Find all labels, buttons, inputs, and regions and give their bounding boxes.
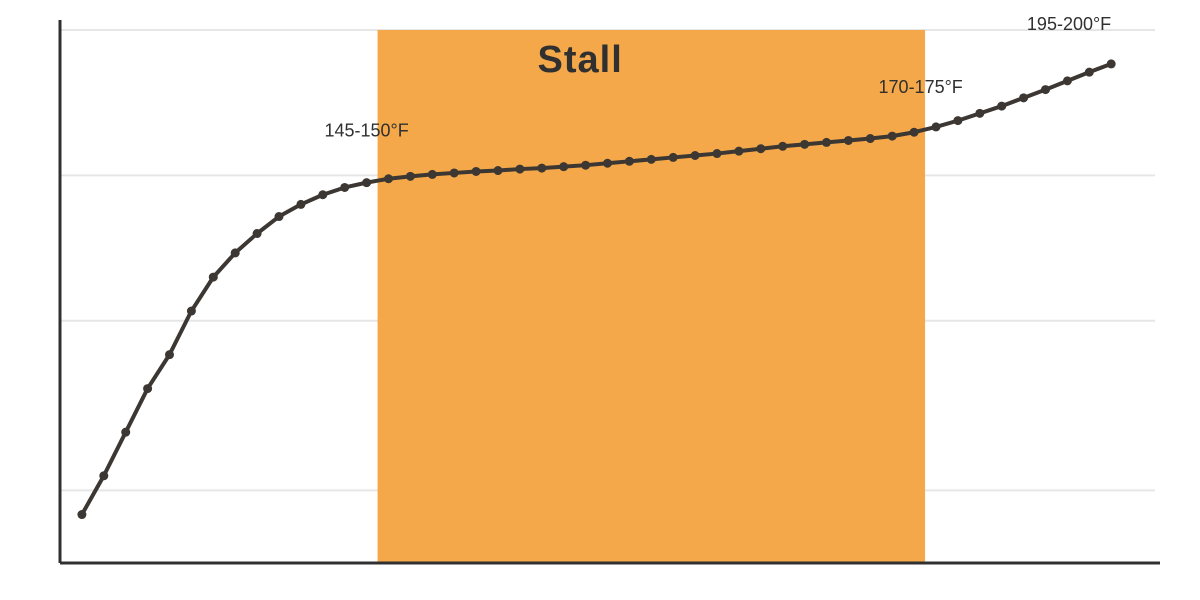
data-point <box>231 248 240 257</box>
data-point <box>756 144 765 153</box>
chart-svg: Stall 145-150°F 170-175°F 195-200°F <box>0 0 1200 600</box>
chart-title: Stall <box>538 39 623 81</box>
data-point <box>296 200 305 209</box>
data-point <box>450 168 459 177</box>
data-point <box>253 229 262 238</box>
data-point <box>209 273 218 282</box>
temperature-annotation: 145-150°F <box>324 121 408 141</box>
data-point <box>428 170 437 179</box>
data-point <box>537 164 546 173</box>
data-point <box>143 384 152 393</box>
data-point <box>713 149 722 158</box>
data-point <box>340 183 349 192</box>
data-point <box>1063 76 1072 85</box>
data-point <box>603 159 612 168</box>
data-point <box>515 165 524 174</box>
data-point <box>778 142 787 151</box>
data-point <box>822 138 831 147</box>
data-point <box>406 172 415 181</box>
temperature-annotation: 170-175°F <box>879 77 963 97</box>
data-point <box>1085 68 1094 77</box>
data-point <box>165 350 174 359</box>
data-point <box>647 155 656 164</box>
data-point <box>910 128 919 137</box>
stall-chart: Stall 145-150°F 170-175°F 195-200°F <box>0 0 1200 600</box>
data-point <box>669 153 678 162</box>
data-point <box>625 157 634 166</box>
data-point <box>559 162 568 171</box>
data-point <box>1041 85 1050 94</box>
temperature-annotation: 195-200°F <box>1027 14 1111 34</box>
data-point <box>866 134 875 143</box>
data-point <box>472 167 481 176</box>
data-point <box>997 102 1006 111</box>
stall-band <box>378 30 926 563</box>
data-point <box>275 212 284 221</box>
data-point <box>384 174 393 183</box>
data-point <box>734 147 743 156</box>
data-point <box>99 471 108 480</box>
data-point <box>187 307 196 316</box>
data-point <box>581 161 590 170</box>
data-point <box>362 178 371 187</box>
data-point <box>494 166 503 175</box>
data-point <box>77 510 86 519</box>
data-point <box>888 132 897 141</box>
data-point <box>121 428 130 437</box>
data-point <box>975 109 984 118</box>
data-point <box>844 136 853 145</box>
data-point <box>1107 59 1116 68</box>
data-point <box>691 151 700 160</box>
data-point <box>800 140 809 149</box>
data-point <box>318 190 327 199</box>
data-point <box>932 122 941 131</box>
data-point <box>1019 93 1028 102</box>
data-point <box>953 116 962 125</box>
